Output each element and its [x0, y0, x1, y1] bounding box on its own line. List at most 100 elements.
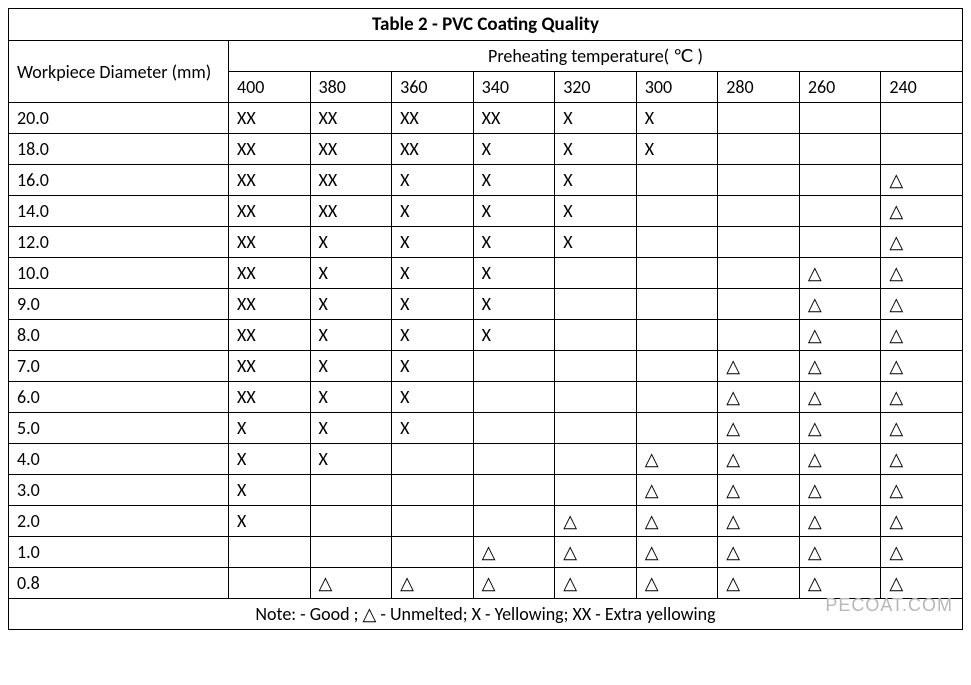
- value-cell: XX: [229, 103, 311, 134]
- col-header-label: Preheating temperature( ℃ ): [229, 41, 963, 72]
- value-cell: △: [881, 351, 963, 382]
- value-cell: △: [799, 506, 881, 537]
- value-cell: △: [636, 475, 718, 506]
- value-cell: △: [555, 568, 637, 599]
- value-cell: △: [718, 506, 800, 537]
- value-cell: X: [229, 475, 311, 506]
- value-cell: △: [799, 444, 881, 475]
- value-cell: X: [555, 165, 637, 196]
- value-cell: △: [718, 351, 800, 382]
- value-cell: △: [718, 537, 800, 568]
- value-cell: [310, 506, 392, 537]
- value-cell: [718, 227, 800, 258]
- diameter-cell: 8.0: [9, 320, 229, 351]
- temp-header: 320: [555, 72, 637, 103]
- value-cell: [473, 506, 555, 537]
- value-cell: [799, 196, 881, 227]
- value-cell: [310, 475, 392, 506]
- value-cell: XX: [310, 103, 392, 134]
- header-row-1: Workpiece Diameter (mm) Preheating tempe…: [9, 41, 963, 72]
- value-cell: X: [310, 227, 392, 258]
- value-cell: X: [310, 289, 392, 320]
- value-cell: △: [881, 537, 963, 568]
- value-cell: [799, 165, 881, 196]
- value-cell: [555, 351, 637, 382]
- value-cell: XX: [229, 227, 311, 258]
- value-cell: △: [799, 475, 881, 506]
- value-cell: XX: [229, 289, 311, 320]
- value-cell: △: [473, 537, 555, 568]
- value-cell: X: [310, 351, 392, 382]
- value-cell: [881, 134, 963, 165]
- value-cell: X: [229, 444, 311, 475]
- table-row: 14.0XXXXXXX△: [9, 196, 963, 227]
- value-cell: XX: [473, 103, 555, 134]
- value-cell: [636, 289, 718, 320]
- note-row: Note: - Good ; △ - Unmelted; X - Yellowi…: [9, 599, 963, 630]
- value-cell: XX: [229, 165, 311, 196]
- value-cell: [555, 444, 637, 475]
- value-cell: X: [555, 227, 637, 258]
- value-cell: △: [718, 382, 800, 413]
- value-cell: XX: [229, 382, 311, 413]
- value-cell: [392, 444, 474, 475]
- value-cell: [636, 227, 718, 258]
- value-cell: △: [310, 568, 392, 599]
- diameter-cell: 1.0: [9, 537, 229, 568]
- diameter-cell: 9.0: [9, 289, 229, 320]
- value-cell: [473, 444, 555, 475]
- value-cell: △: [799, 351, 881, 382]
- value-cell: X: [473, 320, 555, 351]
- value-cell: △: [636, 444, 718, 475]
- value-cell: △: [799, 258, 881, 289]
- value-cell: △: [881, 506, 963, 537]
- value-cell: [473, 382, 555, 413]
- value-cell: [473, 413, 555, 444]
- value-cell: [555, 413, 637, 444]
- value-cell: X: [392, 196, 474, 227]
- value-cell: △: [799, 413, 881, 444]
- value-cell: [636, 165, 718, 196]
- value-cell: XX: [229, 351, 311, 382]
- value-cell: [310, 537, 392, 568]
- value-cell: △: [392, 568, 474, 599]
- value-cell: [555, 382, 637, 413]
- value-cell: △: [881, 227, 963, 258]
- value-cell: [392, 475, 474, 506]
- value-cell: [636, 351, 718, 382]
- value-cell: [473, 475, 555, 506]
- value-cell: △: [881, 475, 963, 506]
- value-cell: [555, 320, 637, 351]
- value-cell: X: [636, 134, 718, 165]
- diameter-cell: 6.0: [9, 382, 229, 413]
- value-cell: X: [229, 506, 311, 537]
- table-row: 4.0XX△△△△: [9, 444, 963, 475]
- value-cell: X: [473, 227, 555, 258]
- diameter-cell: 14.0: [9, 196, 229, 227]
- value-cell: △: [881, 568, 963, 599]
- value-cell: XX: [310, 196, 392, 227]
- diameter-cell: 16.0: [9, 165, 229, 196]
- value-cell: X: [392, 165, 474, 196]
- table-row: 18.0XXXXXXXXX: [9, 134, 963, 165]
- table-row: 8.0XXXXX△△: [9, 320, 963, 351]
- table-row: 10.0XXXXX△△: [9, 258, 963, 289]
- value-cell: △: [881, 289, 963, 320]
- value-cell: [718, 258, 800, 289]
- value-cell: X: [310, 320, 392, 351]
- table-row: 3.0X△△△△: [9, 475, 963, 506]
- value-cell: △: [881, 165, 963, 196]
- value-cell: [555, 475, 637, 506]
- temp-header: 260: [799, 72, 881, 103]
- value-cell: [799, 103, 881, 134]
- value-cell: X: [310, 382, 392, 413]
- value-cell: [718, 103, 800, 134]
- value-cell: XX: [392, 134, 474, 165]
- diameter-cell: 7.0: [9, 351, 229, 382]
- value-cell: [799, 227, 881, 258]
- value-cell: [555, 258, 637, 289]
- diameter-cell: 20.0: [9, 103, 229, 134]
- table-row: 20.0XXXXXXXXXX: [9, 103, 963, 134]
- value-cell: △: [555, 537, 637, 568]
- value-cell: XX: [229, 320, 311, 351]
